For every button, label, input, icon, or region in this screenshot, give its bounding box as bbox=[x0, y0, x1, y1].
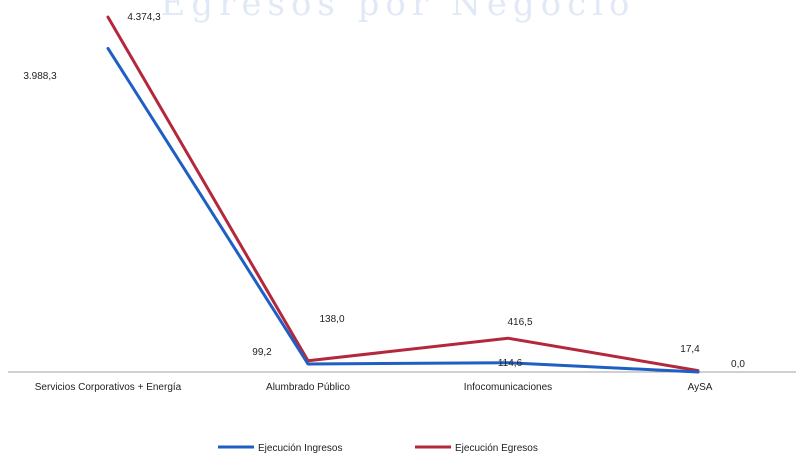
data-label: 114,6 bbox=[498, 358, 523, 369]
x-tick-label: AySA bbox=[688, 382, 713, 393]
x-tick-label: Servicios Corporativos + Energía bbox=[35, 382, 182, 393]
legend-label: Ejecución Ingresos bbox=[258, 443, 343, 454]
data-label: 138,0 bbox=[319, 314, 344, 325]
x-tick-label: Infocomunicaciones bbox=[464, 382, 552, 393]
chart-title: Egresos por Negocio bbox=[160, 0, 636, 24]
data-label: 416,5 bbox=[507, 317, 532, 328]
series-line-egresos bbox=[106, 15, 700, 373]
data-label: 3.988,3 bbox=[23, 71, 57, 82]
data-label: 17,4 bbox=[680, 344, 700, 355]
data-label: 4.374,3 bbox=[127, 12, 161, 23]
data-label: 0,0 bbox=[731, 359, 745, 370]
series-line-ingresos bbox=[106, 46, 700, 374]
legend-label: Ejecución Egresos bbox=[455, 443, 538, 454]
data-label: 99,2 bbox=[252, 347, 272, 358]
x-tick-label: Alumbrado Público bbox=[266, 382, 350, 393]
